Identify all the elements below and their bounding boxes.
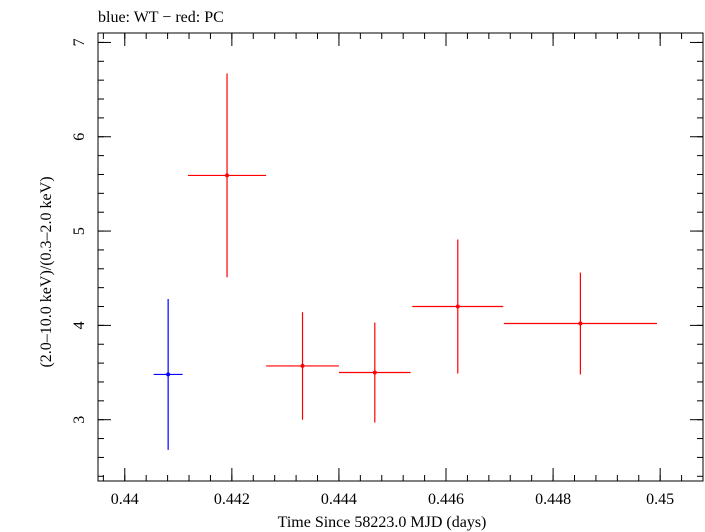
y-tick-label: 6 <box>71 133 88 141</box>
x-tick-label: 0.442 <box>214 491 250 508</box>
x-tick-label: 0.448 <box>535 491 571 508</box>
point-marker <box>455 304 460 309</box>
y-axis-label: (2.0–10.0 keV)/(0.3–2.0 keV) <box>38 176 55 367</box>
data-point <box>412 239 504 374</box>
data-point <box>187 73 267 278</box>
x-axis-label: Time Since 58223.0 MJD (days) <box>278 514 487 531</box>
data-point <box>153 298 183 450</box>
plot-frame <box>97 32 704 482</box>
x-axis-ticks: 0.44 0.442 0.444 0.446 0.448 0.45 <box>102 33 683 508</box>
y-tick-label: 5 <box>71 227 88 235</box>
data-point <box>338 322 411 423</box>
y-tick-label: 3 <box>71 416 88 424</box>
point-marker <box>166 372 171 377</box>
x-tick-label: 0.44 <box>111 491 139 508</box>
y-axis-ticks: 3 4 5 6 7 <box>71 38 703 477</box>
point-marker <box>578 321 583 326</box>
data-points <box>153 73 657 450</box>
x-tick-label: 0.446 <box>428 491 464 508</box>
point-marker <box>225 173 230 178</box>
x-tick-label: 0.45 <box>646 491 674 508</box>
point-marker <box>300 363 305 368</box>
point-marker <box>372 370 377 375</box>
y-tick-label: 7 <box>71 38 88 46</box>
data-point <box>503 272 657 375</box>
y-tick-label: 4 <box>71 321 88 329</box>
chart-title: blue: WT − red: PC <box>98 9 224 26</box>
data-point <box>266 312 339 420</box>
x-tick-label: 0.444 <box>321 491 357 508</box>
